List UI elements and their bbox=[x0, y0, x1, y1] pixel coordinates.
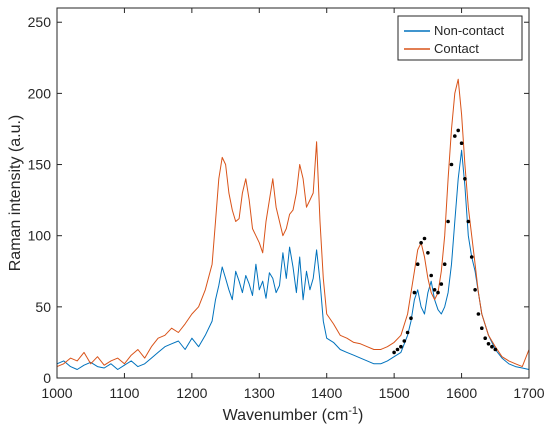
fit-point bbox=[486, 342, 491, 346]
x-tick-label: 1700 bbox=[513, 385, 544, 401]
axes-frame bbox=[56, 7, 530, 379]
x-tick-label: 1600 bbox=[446, 385, 477, 401]
fit-point bbox=[409, 316, 413, 321]
x-tick-label: 1300 bbox=[244, 385, 275, 401]
fit-point bbox=[442, 262, 447, 267]
fit-point bbox=[432, 288, 437, 292]
fit-point bbox=[436, 290, 440, 295]
fit-point bbox=[459, 141, 464, 145]
x-axis-label: Wavenumber (cm-1) bbox=[223, 405, 364, 424]
fit-point bbox=[439, 282, 444, 286]
fit-point bbox=[446, 219, 450, 224]
fit-point bbox=[419, 241, 423, 245]
series-line-non-contact bbox=[56, 149, 530, 370]
fit-point bbox=[405, 330, 410, 335]
fit-point bbox=[412, 290, 417, 295]
x-tick-label: 1100 bbox=[109, 385, 139, 401]
fit-point bbox=[473, 288, 477, 292]
fit-point bbox=[480, 326, 484, 331]
fit-point bbox=[395, 347, 400, 352]
fit-point bbox=[429, 273, 434, 278]
fit-point bbox=[402, 339, 407, 343]
fit-point bbox=[426, 251, 430, 255]
legend-box bbox=[397, 15, 523, 61]
fit-point bbox=[466, 219, 471, 224]
x-tick-label: 1200 bbox=[176, 385, 207, 401]
legend-label-contact: Contact bbox=[434, 41, 479, 56]
legend: Non-contact Contact bbox=[397, 15, 523, 61]
y-tick-label: 100 bbox=[28, 228, 52, 244]
fit-point bbox=[476, 312, 481, 316]
fit-point bbox=[422, 236, 427, 241]
fit-point bbox=[399, 344, 403, 349]
y-tick-label: 50 bbox=[35, 299, 51, 315]
y-tick-label: 250 bbox=[28, 14, 52, 30]
y-axis-label: Raman intensity (a.u.) bbox=[7, 115, 24, 272]
fit-point bbox=[453, 134, 457, 138]
y-tick-label: 150 bbox=[28, 157, 52, 173]
y-tick-label: 0 bbox=[43, 370, 51, 386]
fit-point bbox=[463, 177, 467, 181]
legend-label-non-contact: Non-contact bbox=[434, 23, 504, 38]
fit-point bbox=[449, 162, 454, 167]
fit-point bbox=[490, 344, 494, 349]
x-tick-label: 1000 bbox=[41, 385, 72, 401]
series-line-contact bbox=[56, 78, 530, 368]
fit-point bbox=[415, 262, 420, 267]
plot-area bbox=[56, 78, 530, 370]
fit-point bbox=[469, 255, 474, 259]
x-tick-label: 1500 bbox=[379, 385, 410, 401]
axis-ticks: 1000 1100 1200 1300 1400 1500 1600 1700 0 50 100 15… bbox=[28, 8, 545, 401]
x-tick-label: 1400 bbox=[311, 385, 342, 401]
y-tick-label: 200 bbox=[28, 85, 52, 101]
fit-point bbox=[392, 350, 396, 355]
fit-point bbox=[483, 336, 488, 341]
fit-point bbox=[493, 347, 498, 352]
fit-point bbox=[456, 128, 461, 133]
